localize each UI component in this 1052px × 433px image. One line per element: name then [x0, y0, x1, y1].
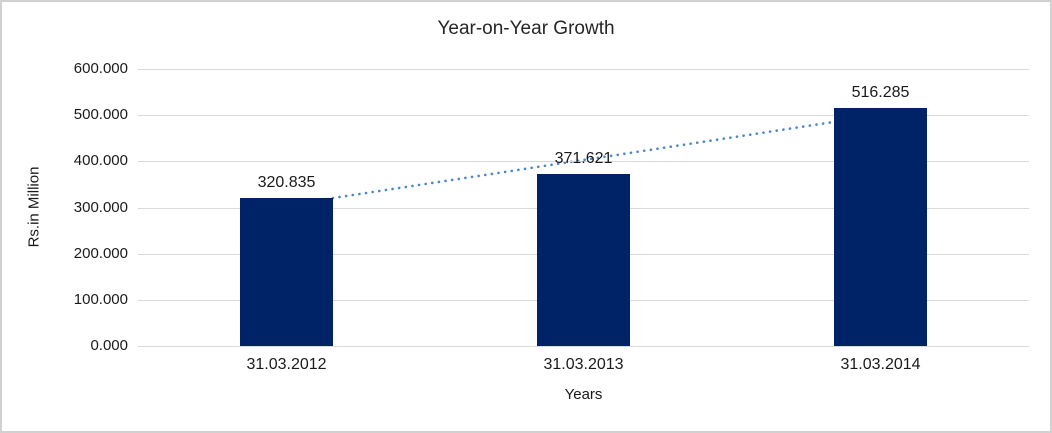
bar-31.03.2013	[537, 174, 630, 346]
y-tick-label: 600.000	[73, 60, 128, 77]
gridline	[138, 69, 1029, 70]
x-category-label: 31.03.2013	[543, 356, 624, 373]
data-label: 516.285	[851, 83, 910, 101]
x-category-label: 31.03.2014	[840, 356, 921, 373]
x-axis-title: Years	[564, 386, 603, 403]
plot-area	[138, 69, 1029, 347]
data-label: 371.621	[554, 150, 613, 168]
gridline	[138, 346, 1029, 347]
bar-31.03.2014	[834, 107, 927, 346]
gridline	[138, 161, 1029, 163]
bar-31.03.2012	[240, 197, 333, 346]
y-tick-label: 500.000	[73, 106, 128, 124]
data-label: 320.835	[257, 173, 316, 191]
y-tick-label: 200.000	[73, 244, 128, 262]
x-category-label: 31.03.2012	[246, 356, 327, 373]
y-tick-label: 400.000	[73, 152, 128, 170]
gridline	[138, 115, 1029, 117]
y-tick-label: 100.000	[73, 290, 128, 308]
chart-title: Year-on-Year Growth	[437, 18, 615, 39]
y-tick-label: 300.000	[73, 198, 128, 216]
y-tick-label: 0.000	[90, 337, 128, 354]
